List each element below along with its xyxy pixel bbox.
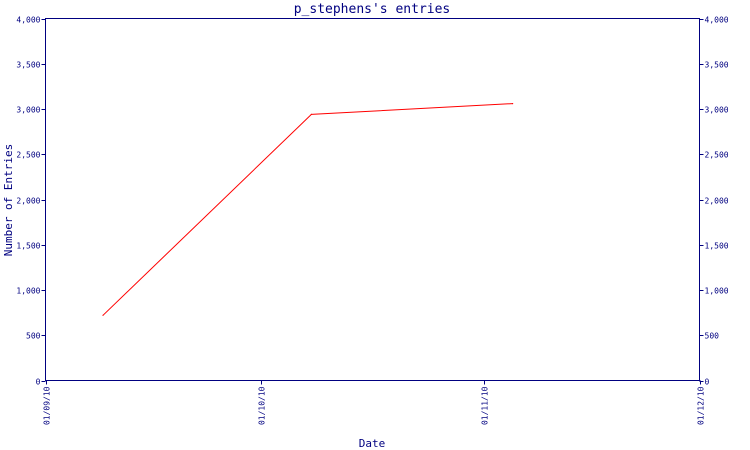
y-tick-label-left: 1,000 [16, 287, 40, 296]
x-tick-label: 01/10/10 [258, 386, 267, 425]
x-axis: 01/09/10 01/10/10 01/11/10 01/12/10 [43, 380, 706, 425]
x-tick-label: 01/09/10 [43, 386, 52, 425]
y-tick-label-left: 3,000 [16, 106, 40, 115]
y-tick-label-right: 1,000 [705, 287, 729, 296]
y-tick-label-right: 1,500 [705, 242, 729, 251]
y-tick-label-left: 3,500 [16, 61, 40, 70]
y-tick-label-left: 1,500 [16, 242, 40, 251]
y-tick-label-right: 2,500 [705, 151, 729, 160]
data-point [511, 103, 514, 105]
y-tick-label-right: 4,000 [705, 16, 729, 25]
y-tick-label-left: 2,000 [16, 197, 40, 206]
y-axis-right: 0 500 1,000 1,500 2,000 2,500 3,000 3,500 4,000 [699, 16, 729, 387]
chart-title: p_stephens's entries [294, 2, 451, 17]
y-tick-label-left: 2,500 [16, 151, 40, 160]
x-tick-label: 01/12/10 [697, 386, 706, 425]
y-tick-label-right: 3,000 [705, 106, 729, 115]
y-tick-label-right: 500 [705, 332, 720, 341]
data-point [310, 113, 312, 115]
series-group [102, 103, 514, 316]
y-axis-label: Number of Entries [2, 144, 15, 257]
series-line-0 [102, 103, 513, 316]
data-point [102, 314, 104, 316]
y-axis-left: 0 500 1,000 1,500 2,000 2,500 3,000 3,500 4,000 [16, 16, 46, 387]
y-tick-label-right: 3,500 [705, 61, 729, 70]
y-tick-label-right: 0 [705, 378, 710, 387]
y-tick-label-left: 0 [36, 378, 41, 387]
y-tick-label-right: 2,000 [705, 197, 729, 206]
y-tick-label-left: 500 [26, 332, 41, 341]
x-axis-label: Date [359, 437, 386, 450]
plot-frame [45, 18, 700, 381]
y-tick-label-left: 4,000 [16, 16, 40, 25]
x-tick-label: 01/11/10 [481, 386, 490, 425]
